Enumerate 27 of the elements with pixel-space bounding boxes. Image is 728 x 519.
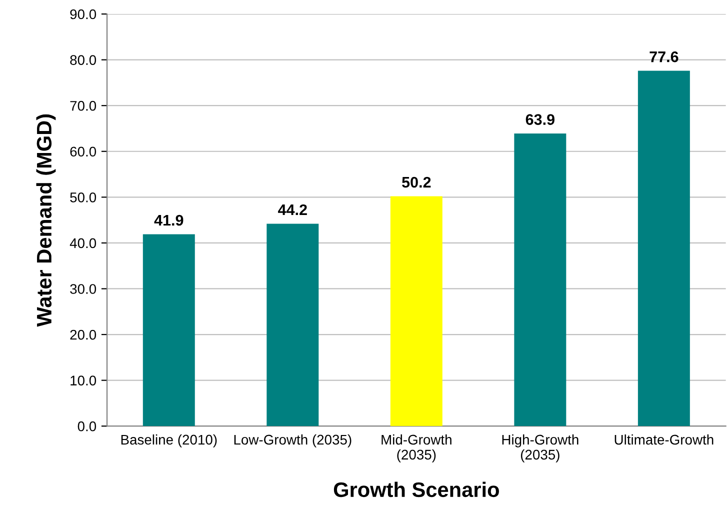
y-tick-label: 50.0 (70, 192, 96, 202)
x-tick-label: Low-Growth (2035) (234, 434, 352, 448)
data-label: 77.6 (650, 51, 678, 62)
y-tick-label: 30.0 (70, 284, 96, 294)
bar (638, 70, 690, 426)
y-axis-title: Water Demand (MGD) (36, 114, 56, 327)
y-tick-label: 90.0 (70, 9, 96, 20)
x-tick-label: High-Growth (2035) (502, 434, 578, 462)
y-tick-label: 70.0 (70, 100, 96, 111)
bar (142, 234, 195, 426)
y-tick-label: 60.0 (70, 146, 96, 157)
data-label: 63.9 (526, 114, 554, 125)
y-tick-label: 10.0 (70, 376, 96, 386)
x-axis-title: Growth Scenario (334, 482, 499, 498)
y-tick-label: 20.0 (70, 330, 96, 340)
data-label: 41.9 (154, 214, 184, 226)
bar (514, 134, 566, 426)
y-tick-label: 0.0 (78, 421, 96, 432)
data-label: 50.2 (402, 176, 431, 188)
data-label: 44.2 (278, 204, 307, 215)
x-tick-label: Baseline (2010) (121, 434, 217, 448)
bar (390, 196, 442, 426)
y-tick-label: 80.0 (70, 55, 96, 65)
bar (266, 224, 319, 426)
x-tick-label: Mid-Growth (2035) (382, 434, 452, 462)
x-tick-label: Ultimate-Growth (614, 434, 714, 445)
y-tick-label: 40.0 (70, 238, 96, 248)
